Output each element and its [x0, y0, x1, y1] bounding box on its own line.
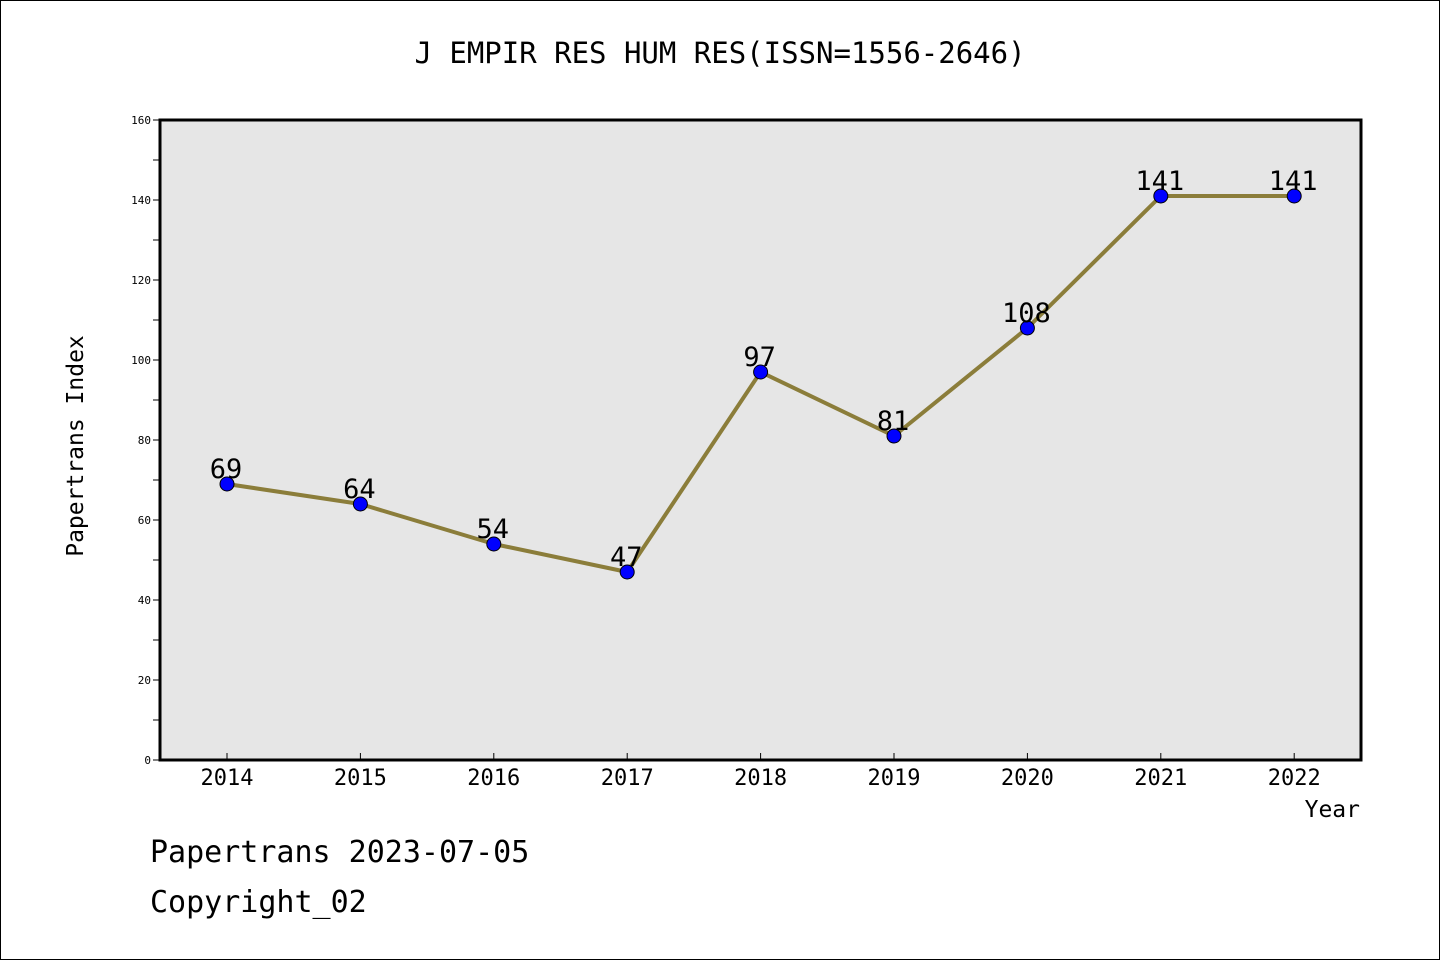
data-label: 141 [1269, 166, 1318, 197]
y-tick-label: 20 [138, 674, 151, 687]
footer-copyright-text: Copyright_02 [150, 885, 367, 920]
y-tick-label: 0 [144, 754, 151, 767]
data-label: 108 [1002, 298, 1051, 329]
y-tick-label: 40 [138, 594, 151, 607]
x-tick-label: 2022 [1268, 766, 1321, 791]
data-point [886, 428, 902, 444]
y-tick-label: 160 [131, 114, 151, 127]
data-label: 141 [1135, 166, 1184, 197]
chart-title: J EMPIR RES HUM RES(ISSN=1556-2646) [414, 36, 1026, 70]
data-label: 64 [343, 474, 376, 505]
data-point [619, 564, 635, 580]
footer-date-text: Papertrans 2023-07-05 [150, 835, 530, 870]
data-label: 69 [210, 454, 243, 485]
x-tick-label: 2018 [734, 766, 787, 791]
data-point [1019, 320, 1035, 336]
x-tick-label: 2020 [1001, 766, 1054, 791]
x-tick-label: 2015 [334, 766, 387, 791]
data-point [753, 364, 769, 380]
x-tick-label: 2016 [467, 766, 520, 791]
x-tick-label: 2017 [601, 766, 654, 791]
data-label: 81 [877, 406, 910, 437]
data-label: 54 [477, 514, 510, 545]
data-point [219, 476, 235, 492]
x-tick-label: 2021 [1134, 766, 1187, 791]
y-tick-label: 80 [138, 434, 151, 447]
data-label: 47 [610, 542, 643, 573]
data-point [352, 496, 368, 512]
data-point [1153, 188, 1169, 204]
x-tick-label: 2014 [201, 766, 254, 791]
data-point [486, 536, 502, 552]
y-tick-label: 60 [138, 514, 151, 527]
data-label: 97 [743, 342, 776, 373]
x-axis-label: Year [1304, 797, 1360, 823]
plot-area [160, 120, 1361, 760]
y-tick-label: 120 [131, 274, 151, 287]
y-tick-label: 140 [131, 194, 151, 207]
x-tick-label: 2019 [868, 766, 921, 791]
data-point [1286, 188, 1302, 204]
plot-border [158, 118, 1363, 762]
y-tick-label: 100 [131, 354, 151, 367]
